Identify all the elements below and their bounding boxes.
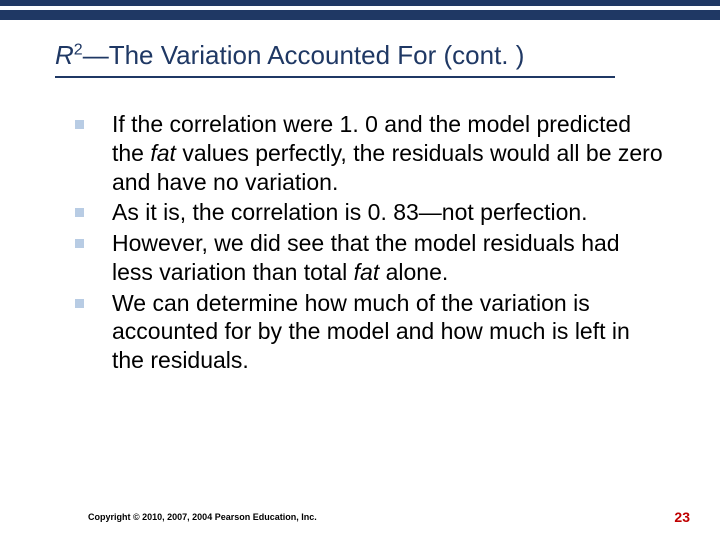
- bullet-icon: [75, 208, 84, 217]
- bullet-text: We can determine how much of the variati…: [112, 289, 665, 375]
- copyright-text: Copyright © 2010, 2007, 2004 Pearson Edu…: [88, 512, 317, 522]
- list-item: As it is, the correlation is 0. 83—not p…: [55, 198, 665, 227]
- top-accent-thick: [0, 10, 720, 20]
- bullet-icon: [75, 120, 84, 129]
- bullet-text: However, we did see that the model resid…: [112, 229, 665, 287]
- top-accent-thin: [0, 0, 720, 6]
- title-exponent: 2: [74, 41, 83, 58]
- slide-title: R2—The Variation Accounted For (cont. ): [55, 40, 524, 71]
- list-item: We can determine how much of the variati…: [55, 289, 665, 375]
- list-item: If the correlation were 1. 0 and the mod…: [55, 110, 665, 196]
- title-var-r: R: [55, 40, 74, 70]
- title-underline: [55, 76, 615, 78]
- bullet-icon: [75, 239, 84, 248]
- bullet-text: If the correlation were 1. 0 and the mod…: [112, 110, 665, 196]
- bullet-list: If the correlation were 1. 0 and the mod…: [55, 110, 665, 377]
- page-number: 23: [674, 509, 690, 525]
- bullet-icon: [75, 299, 84, 308]
- bullet-text: As it is, the correlation is 0. 83—not p…: [112, 198, 588, 227]
- list-item: However, we did see that the model resid…: [55, 229, 665, 287]
- title-rest: —The Variation Accounted For (cont. ): [83, 40, 525, 70]
